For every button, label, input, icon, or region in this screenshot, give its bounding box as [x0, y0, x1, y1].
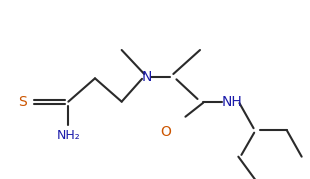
Text: S: S [18, 95, 27, 109]
Text: O: O [160, 125, 171, 139]
Text: N: N [141, 70, 152, 84]
Text: NH: NH [221, 95, 242, 109]
Text: NH₂: NH₂ [56, 129, 80, 142]
